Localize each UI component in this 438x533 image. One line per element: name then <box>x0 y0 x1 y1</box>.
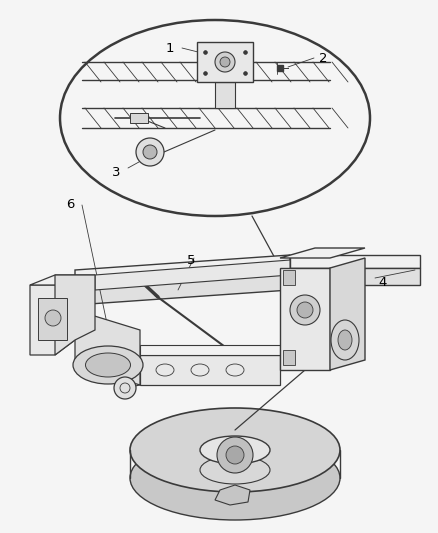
Ellipse shape <box>200 436 270 464</box>
Polygon shape <box>55 275 95 355</box>
Ellipse shape <box>73 346 143 384</box>
Ellipse shape <box>338 330 352 350</box>
Polygon shape <box>197 42 253 82</box>
Circle shape <box>290 295 320 325</box>
Polygon shape <box>215 485 250 505</box>
Ellipse shape <box>200 456 270 484</box>
Circle shape <box>297 302 313 318</box>
Polygon shape <box>330 258 365 370</box>
Polygon shape <box>30 285 75 355</box>
Text: 6: 6 <box>66 198 74 212</box>
Polygon shape <box>115 355 140 390</box>
Text: 4: 4 <box>379 277 387 289</box>
Polygon shape <box>140 345 280 355</box>
Polygon shape <box>283 270 295 285</box>
Ellipse shape <box>130 436 340 520</box>
Ellipse shape <box>331 320 359 360</box>
Circle shape <box>226 446 244 464</box>
Circle shape <box>143 145 157 159</box>
Polygon shape <box>130 113 148 123</box>
Polygon shape <box>290 255 420 268</box>
Polygon shape <box>215 82 235 108</box>
Ellipse shape <box>60 20 370 216</box>
Circle shape <box>217 437 253 473</box>
Text: 3: 3 <box>112 166 120 179</box>
Polygon shape <box>140 355 280 385</box>
Polygon shape <box>290 268 420 285</box>
Polygon shape <box>75 255 290 283</box>
Polygon shape <box>283 350 295 365</box>
Circle shape <box>45 310 61 326</box>
Polygon shape <box>280 248 365 258</box>
Text: 5: 5 <box>187 254 195 266</box>
Polygon shape <box>95 260 290 290</box>
Circle shape <box>220 57 230 67</box>
Ellipse shape <box>130 408 340 492</box>
Polygon shape <box>280 268 330 370</box>
Circle shape <box>215 52 235 72</box>
Polygon shape <box>38 298 67 340</box>
Polygon shape <box>75 268 290 305</box>
Ellipse shape <box>85 353 131 377</box>
Text: 2: 2 <box>319 52 327 64</box>
Polygon shape <box>75 310 140 385</box>
Circle shape <box>136 138 164 166</box>
Text: 1: 1 <box>166 42 174 54</box>
Circle shape <box>114 377 136 399</box>
Polygon shape <box>30 275 95 285</box>
